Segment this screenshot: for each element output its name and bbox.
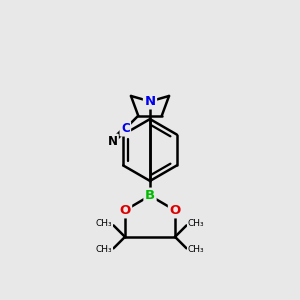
Text: O: O xyxy=(119,204,130,217)
Text: CH₃: CH₃ xyxy=(188,245,205,254)
Text: CH₃: CH₃ xyxy=(95,245,112,254)
Text: O: O xyxy=(169,204,181,217)
Text: B: B xyxy=(145,189,155,202)
Text: C: C xyxy=(121,122,130,135)
Text: CH₃: CH₃ xyxy=(188,219,205,228)
Text: N: N xyxy=(107,135,117,148)
Text: CH₃: CH₃ xyxy=(95,219,112,228)
Text: N: N xyxy=(144,95,156,108)
